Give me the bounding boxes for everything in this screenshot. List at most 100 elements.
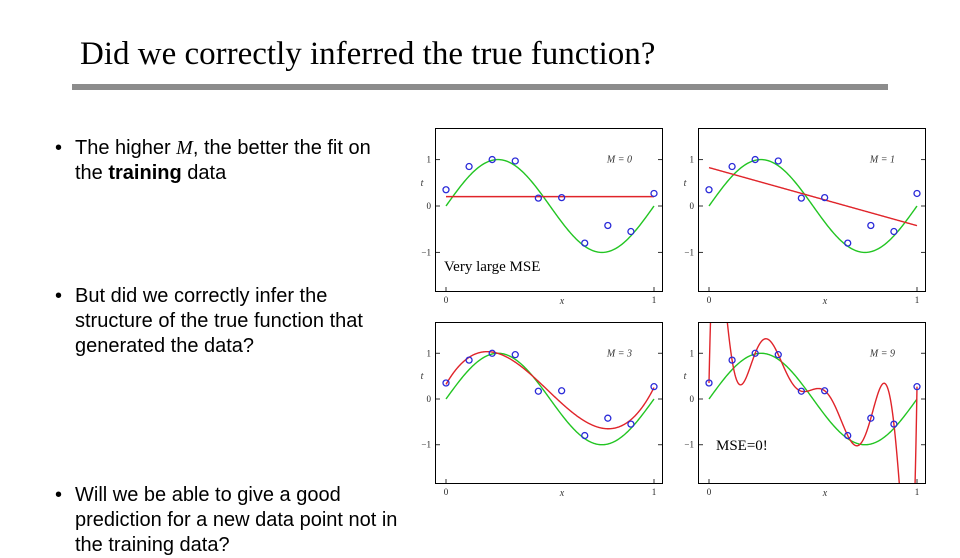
plot-m9: 0 1 1 0 −1 x t M = 9 xyxy=(684,323,925,499)
true-function-curve xyxy=(445,352,655,446)
x-tick-label: 1 xyxy=(915,487,920,497)
training-data-point xyxy=(751,349,759,357)
training-data-point xyxy=(627,420,635,428)
bullet-text: , the better the fit on the xyxy=(75,137,371,184)
training-data-point xyxy=(705,379,713,387)
training-data-point xyxy=(534,387,543,395)
y-tick-label: −1 xyxy=(684,440,694,450)
x-tick-label: 0 xyxy=(707,295,712,305)
x-tick-label: 0 xyxy=(707,487,712,497)
x-axis-label: x xyxy=(822,488,828,499)
plot-m3: 0 1 1 0 −1 x t M = 3 xyxy=(421,348,662,499)
plot-panel-m1: 0 1 1 0 −1 x t M = 1 xyxy=(684,128,926,307)
x-tick-label: 1 xyxy=(652,487,657,497)
training-data-point xyxy=(442,379,450,387)
model-order-label: M = 3 xyxy=(606,348,632,359)
y-tick-label: 1 xyxy=(427,348,432,358)
x-axis-label: x xyxy=(559,488,565,499)
x-tick-label: 1 xyxy=(915,295,920,305)
bullet-item-fit: The higher M, the better the fit on the … xyxy=(55,136,400,186)
training-data-point xyxy=(442,186,450,194)
y-axis-label: t xyxy=(421,371,424,382)
bullet-text: The higher xyxy=(75,137,177,159)
training-data-point xyxy=(751,155,759,164)
slide-title: Did we correctly inferred the true funct… xyxy=(80,36,656,72)
bullet-item-prediction: Will we be able to give a good predictio… xyxy=(55,483,400,558)
x-axis-label: x xyxy=(822,296,828,307)
training-data-point xyxy=(913,383,921,391)
training-data-point xyxy=(557,193,566,202)
true-function-curve xyxy=(445,158,655,254)
y-tick-label: 0 xyxy=(427,394,432,404)
model-order-label: M = 0 xyxy=(606,155,632,166)
model-order-label: M = 9 xyxy=(869,348,895,359)
training-data-point xyxy=(534,194,543,202)
y-tick-label: 0 xyxy=(427,201,432,211)
training-data-point xyxy=(488,349,496,357)
training-data-point xyxy=(820,193,829,202)
y-tick-label: 0 xyxy=(690,394,695,404)
bullet-item-structure: But did we correctly infer the structure… xyxy=(55,284,400,359)
training-data-point xyxy=(820,387,829,395)
y-tick-label: 1 xyxy=(690,348,695,358)
y-axis-label: t xyxy=(684,178,687,189)
fitted-polynomial-curve xyxy=(708,323,918,483)
training-data-point xyxy=(465,162,473,171)
y-tick-label: −1 xyxy=(684,247,694,257)
training-data-point xyxy=(797,387,806,395)
mse-label-m9: MSE=0! xyxy=(713,438,771,455)
training-data-point xyxy=(890,227,898,236)
true-function-curve xyxy=(708,158,918,254)
training-data-point xyxy=(604,221,612,230)
x-tick-label: 1 xyxy=(652,295,657,305)
training-data-point xyxy=(511,157,519,165)
mse-label-m0: Very large MSE xyxy=(441,259,544,276)
training-data-point xyxy=(557,387,566,395)
bullet-text: Will we be able to give a good predictio… xyxy=(75,484,398,556)
fitted-polynomial-curve xyxy=(708,166,918,227)
training-data-point xyxy=(650,383,658,391)
y-tick-label: −1 xyxy=(421,247,431,257)
training-data-point xyxy=(627,227,635,236)
x-tick-label: 0 xyxy=(444,487,449,497)
training-data-point xyxy=(913,189,921,198)
training-data-point xyxy=(844,239,852,247)
training-data-point xyxy=(867,221,875,230)
training-data-point xyxy=(728,162,736,171)
y-axis-label: t xyxy=(421,178,424,189)
training-data-point xyxy=(511,351,519,359)
training-data-point xyxy=(465,356,473,364)
training-data-point xyxy=(774,351,782,359)
fitted-polynomial-curve xyxy=(445,350,655,430)
training-data-point xyxy=(705,186,713,194)
training-data-point xyxy=(581,239,589,247)
training-data-point xyxy=(650,189,658,198)
y-tick-label: 1 xyxy=(690,155,695,165)
training-data-point xyxy=(604,414,612,422)
model-order-symbol: M xyxy=(176,137,193,159)
model-order-label: M = 1 xyxy=(869,155,895,166)
training-data-point xyxy=(728,356,736,364)
x-tick-label: 0 xyxy=(444,295,449,305)
y-axis-label: t xyxy=(684,371,687,382)
y-tick-label: 1 xyxy=(427,155,432,165)
true-function-curve xyxy=(708,352,918,446)
title-divider xyxy=(72,84,888,90)
bold-word: training xyxy=(108,162,182,184)
bullet-text: data xyxy=(181,162,227,184)
bullet-list: The higher M, the better the fit on the … xyxy=(55,136,400,556)
y-tick-label: −1 xyxy=(421,440,431,450)
training-data-point xyxy=(488,155,496,164)
training-data-point xyxy=(774,157,782,165)
plot-panel-m3: 0 1 1 0 −1 x t M = 3 xyxy=(421,322,663,499)
plot-m0: 0 1 1 0 −1 x t M = 0 xyxy=(421,155,662,307)
training-data-point xyxy=(844,431,852,440)
y-tick-label: 0 xyxy=(690,201,695,211)
x-axis-label: x xyxy=(559,296,565,307)
training-data-point xyxy=(797,194,806,202)
training-data-point xyxy=(890,420,898,428)
training-data-point xyxy=(867,414,875,422)
plot-m1: 0 1 1 0 −1 x t M = 1 xyxy=(684,155,925,307)
training-data-point xyxy=(581,431,589,440)
plot-panel-m9: 0 1 1 0 −1 x t M = 9 xyxy=(684,322,926,499)
